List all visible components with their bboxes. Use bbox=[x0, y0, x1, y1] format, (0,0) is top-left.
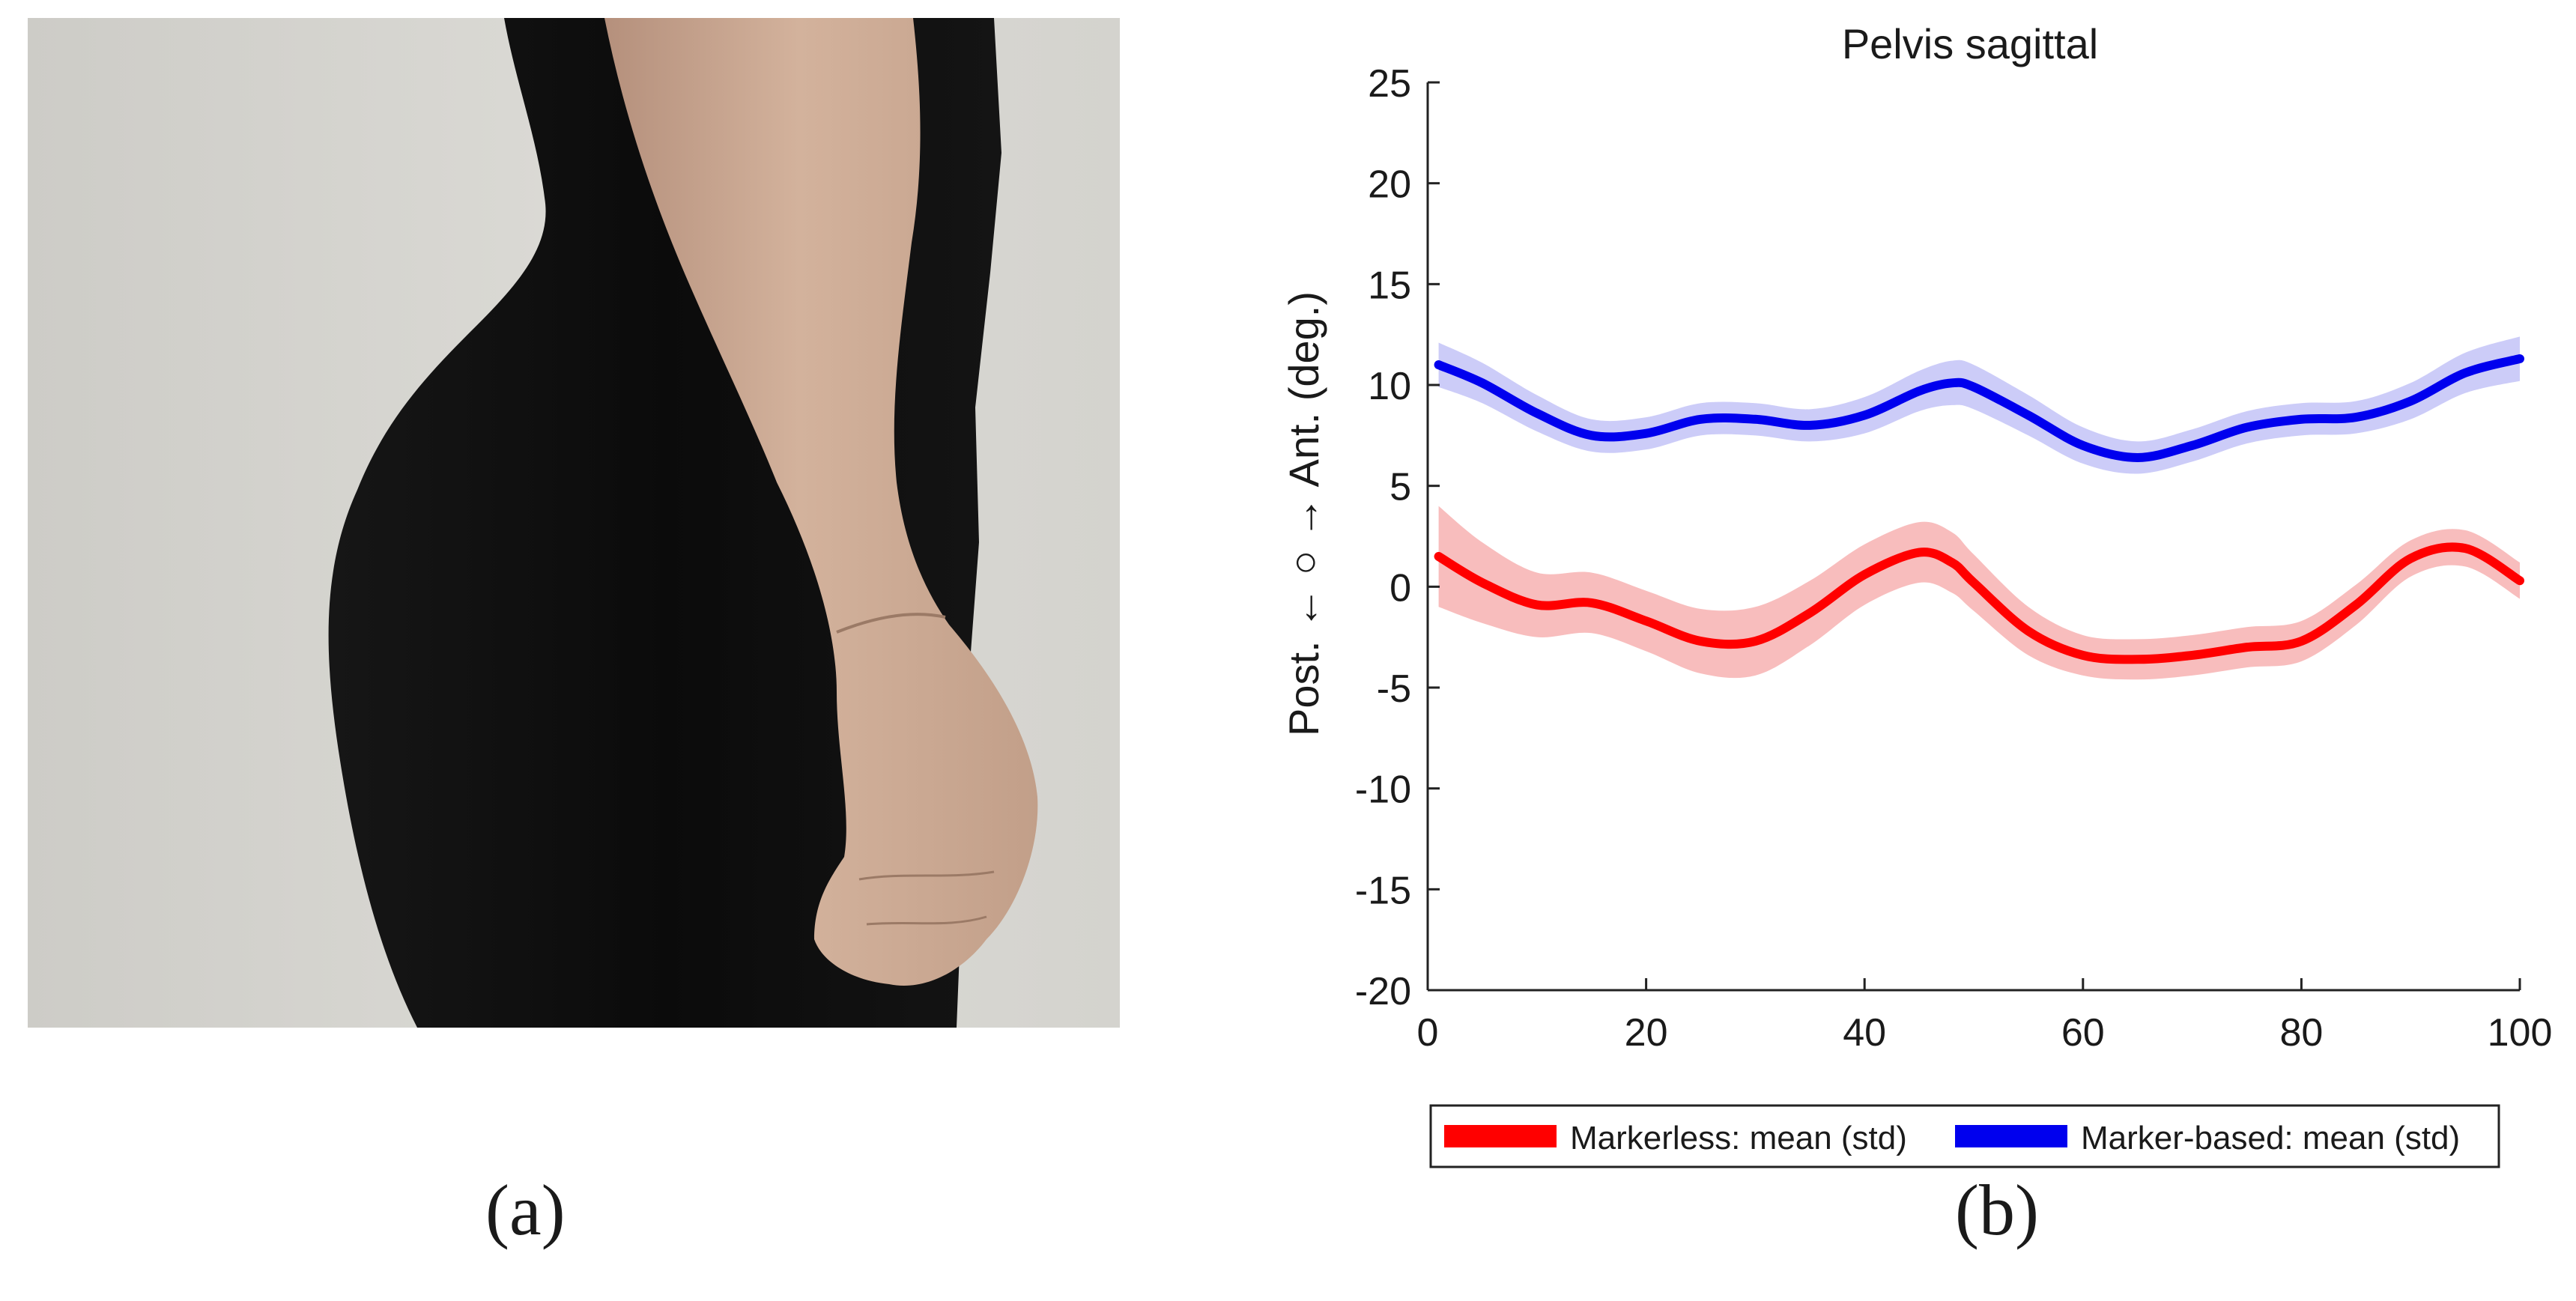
y-tick-labels: 25 20 15 10 5 0 -5 -10 -15 -20 bbox=[1355, 62, 1411, 1013]
legend: Markerless: mean (std) Marker-based: mean… bbox=[1429, 1104, 2500, 1168]
y-tick-label: 25 bbox=[1368, 62, 1411, 106]
y-tick-label: -20 bbox=[1355, 970, 1411, 1013]
panel-b-caption: (b) bbox=[1955, 1170, 2039, 1250]
x-tick-label: 60 bbox=[2061, 1011, 2105, 1055]
mean-line-markerless bbox=[1434, 542, 2524, 664]
x-tick-label: 20 bbox=[1625, 1011, 1668, 1055]
legend-swatch-markerless bbox=[1444, 1125, 1557, 1147]
arm bbox=[604, 18, 1038, 986]
axes bbox=[1426, 81, 2521, 992]
y-tick-label: 0 bbox=[1389, 566, 1411, 610]
x-tick-label: 0 bbox=[1417, 1011, 1439, 1055]
y-axis-label: Post. ← ○ → Ant. (deg.) bbox=[1280, 291, 1327, 736]
legend-label-markerless: Markerless: mean (std) bbox=[1570, 1120, 1907, 1156]
y-tick-label: 15 bbox=[1368, 264, 1411, 307]
y-tick-label: 20 bbox=[1368, 163, 1411, 207]
x-tick-label: 80 bbox=[2279, 1011, 2323, 1055]
x-tick-label: 100 bbox=[2488, 1011, 2553, 1055]
legend-label-marker-based: Marker-based: mean (std) bbox=[2081, 1120, 2460, 1156]
finger-line bbox=[858, 870, 995, 881]
std-band-marker-based bbox=[1438, 336, 2520, 474]
side-view-photo bbox=[28, 18, 1120, 1028]
x-tick-label: 40 bbox=[1843, 1011, 1886, 1055]
panel-a-caption: (a) bbox=[485, 1170, 566, 1250]
y-tick-label: 10 bbox=[1368, 365, 1411, 408]
wrist-crease bbox=[836, 613, 946, 634]
mean-line-marker-based bbox=[1434, 354, 2524, 462]
x-tick-labels: 0 20 40 60 80 100 bbox=[1417, 1011, 2553, 1055]
legend-swatch-marker-based bbox=[1955, 1125, 2067, 1147]
finger-line bbox=[866, 915, 987, 926]
y-tick-label: -15 bbox=[1355, 869, 1411, 912]
y-tick-label: -10 bbox=[1355, 768, 1411, 812]
y-tick-label: -5 bbox=[1377, 667, 1411, 711]
mean-lines bbox=[1434, 354, 2524, 664]
y-tick-label: 5 bbox=[1389, 466, 1411, 509]
chart-title: Pelvis sagittal bbox=[1842, 20, 2098, 67]
